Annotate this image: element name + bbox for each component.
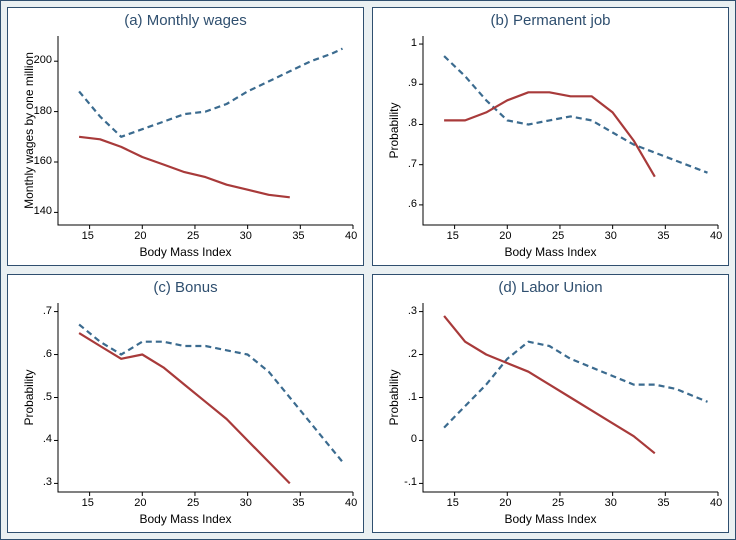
series-solid bbox=[79, 333, 290, 483]
y-tick-label: .6 bbox=[43, 348, 52, 360]
x-tick-label: 15 bbox=[447, 497, 459, 509]
series-dashed bbox=[79, 325, 342, 462]
x-tick-label: 35 bbox=[292, 497, 304, 509]
y-tick-label: 200 bbox=[34, 54, 52, 66]
x-tick-label: 15 bbox=[82, 230, 94, 242]
series-dashed bbox=[444, 342, 707, 428]
y-tick-label: 180 bbox=[34, 105, 52, 117]
y-tick-label: 140 bbox=[34, 205, 52, 217]
x-tick-label: 20 bbox=[499, 230, 511, 242]
y-tick-label: .7 bbox=[43, 305, 52, 317]
x-tick-label: 30 bbox=[240, 230, 252, 242]
panel-title: (a) Monthly wages bbox=[8, 12, 363, 29]
x-tick-label: 40 bbox=[345, 497, 357, 509]
x-axis-label: Body Mass Index bbox=[373, 245, 728, 259]
x-tick-label: 25 bbox=[552, 230, 564, 242]
figure-grid: (a) Monthly wages15202530354014016018020… bbox=[0, 0, 736, 540]
panel-bonus: (c) Bonus 15 20 25 30 35 40 .3 .4 .5 .6 .7 Body Mass… bbox=[7, 274, 364, 533]
series-solid bbox=[444, 316, 655, 453]
plot-area bbox=[58, 303, 353, 492]
x-tick-label: 20 bbox=[499, 497, 511, 509]
panel-labor-union: (d) Labor Union 15 20 25 30 35 40 -.1 0 .1 .2 .3 Bod… bbox=[372, 274, 729, 533]
panel-title: (b) Permanent job bbox=[373, 12, 728, 29]
x-tick-label: 35 bbox=[292, 230, 304, 242]
series-solid bbox=[79, 137, 290, 198]
x-tick-label: 35 bbox=[657, 497, 669, 509]
y-tick-label: .7 bbox=[408, 158, 417, 170]
y-tick-label: 160 bbox=[34, 155, 52, 167]
y-axis-label: Monthly wages by one million bbox=[22, 36, 36, 225]
y-tick-label: .1 bbox=[408, 391, 417, 403]
y-tick-label: 1 bbox=[411, 37, 417, 49]
panel-permanent-job: (b) Permanent job 15 20 25 30 35 40 .6 .7 .8 .9 1 Bo… bbox=[372, 7, 729, 266]
x-tick-label: 35 bbox=[657, 230, 669, 242]
y-tick-label: -.1 bbox=[404, 476, 417, 488]
y-tick-label: .8 bbox=[408, 117, 417, 129]
panel-title: (c) Bonus bbox=[8, 279, 363, 296]
plot-area bbox=[423, 36, 718, 225]
y-axis-label: Probability bbox=[22, 303, 36, 492]
x-axis-label: Body Mass Index bbox=[8, 245, 363, 259]
x-tick-label: 25 bbox=[187, 497, 199, 509]
x-tick-label: 40 bbox=[710, 230, 722, 242]
x-tick-label: 25 bbox=[552, 497, 564, 509]
x-tick-label: 15 bbox=[82, 497, 94, 509]
y-tick-label: .9 bbox=[408, 77, 417, 89]
y-axis-label: Probability bbox=[387, 303, 401, 492]
series-dashed bbox=[79, 49, 342, 137]
x-tick-label: 30 bbox=[240, 497, 252, 509]
x-tick-label: 30 bbox=[605, 230, 617, 242]
panel-monthly-wages: (a) Monthly wages 15 20 25 30 35 40 140 160 180 20… bbox=[7, 7, 364, 266]
y-tick-label: .3 bbox=[43, 476, 52, 488]
y-tick-label: .3 bbox=[408, 305, 417, 317]
panel-title: (d) Labor Union bbox=[373, 279, 728, 296]
x-tick-label: 30 bbox=[605, 497, 617, 509]
y-tick-label: .5 bbox=[43, 391, 52, 403]
plot-area bbox=[58, 36, 353, 225]
x-tick-label: 20 bbox=[134, 230, 146, 242]
y-tick-label: 0 bbox=[411, 433, 417, 445]
y-axis-label: Probability bbox=[387, 36, 401, 225]
x-tick-label: 40 bbox=[345, 230, 357, 242]
x-tick-label: 40 bbox=[710, 497, 722, 509]
x-tick-label: 15 bbox=[447, 230, 459, 242]
x-tick-label: 25 bbox=[187, 230, 199, 242]
y-tick-label: .2 bbox=[408, 348, 417, 360]
plot-area bbox=[423, 303, 718, 492]
y-tick-label: .6 bbox=[408, 198, 417, 210]
x-axis-label: Body Mass Index bbox=[373, 512, 728, 526]
y-tick-label: .4 bbox=[43, 433, 52, 445]
series-solid bbox=[444, 92, 655, 176]
x-axis-label: Body Mass Index bbox=[8, 512, 363, 526]
x-tick-label: 20 bbox=[134, 497, 146, 509]
